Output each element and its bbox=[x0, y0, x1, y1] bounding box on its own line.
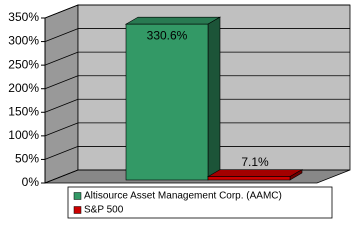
grid-line bbox=[44, 28, 79, 42]
bar-front bbox=[207, 176, 291, 181]
bar-side bbox=[207, 16, 221, 181]
grid-line bbox=[44, 75, 79, 90]
grid-line bbox=[44, 4, 79, 19]
y-tick-label: 350% bbox=[8, 10, 39, 24]
y-tick-label: 0% bbox=[22, 175, 40, 189]
y-tick-label: 50% bbox=[15, 152, 39, 166]
grid-line bbox=[44, 51, 79, 66]
legend-label: S&P 500 bbox=[84, 205, 124, 216]
legend-swatch bbox=[73, 206, 82, 214]
value-label: 330.6% bbox=[147, 28, 188, 42]
legend: Altisource Asset Management Corp. (AAMC)… bbox=[67, 186, 333, 219]
grid-line bbox=[44, 146, 79, 160]
y-tick-label: 300% bbox=[8, 34, 39, 48]
y-tick-label: 200% bbox=[8, 81, 39, 95]
legend-swatch bbox=[73, 192, 82, 200]
value-label: 7.1% bbox=[241, 155, 269, 169]
legend-box bbox=[67, 186, 333, 219]
y-tick-label: 100% bbox=[8, 128, 39, 142]
bar bbox=[206, 169, 304, 181]
grid-line bbox=[44, 122, 79, 137]
bar-top bbox=[206, 169, 304, 177]
grid-line bbox=[44, 169, 79, 184]
page: {"chart_data": {"type": "bar3d", "catego… bbox=[8, 4, 351, 219]
y-tick-label: 250% bbox=[8, 57, 39, 71]
y-tick-label: 150% bbox=[8, 104, 39, 118]
bar-front bbox=[125, 23, 209, 181]
grid-line bbox=[44, 98, 79, 113]
legend-label: Altisource Asset Management Corp. (AAMC) bbox=[84, 191, 282, 202]
chart: 0% 50% 100% 150% 200% 250% 300% 350% 330.6% 7.1% A… bbox=[8, 4, 351, 219]
side-wall bbox=[44, 4, 79, 184]
bar-top bbox=[124, 16, 222, 25]
